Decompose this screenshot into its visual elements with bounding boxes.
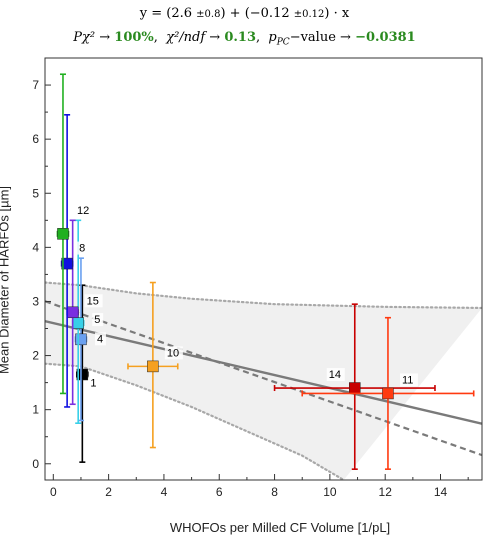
point-label-bg: [164, 346, 183, 360]
x-tick-label: 4: [161, 485, 168, 499]
point-marker: [349, 382, 361, 394]
point-label: 1: [90, 378, 96, 390]
confidence-band: [45, 282, 482, 480]
point-label: 5: [94, 314, 100, 326]
data-point-14: 14: [273, 303, 436, 470]
x-tick-label: 14: [434, 485, 448, 499]
x-tick-label: 10: [323, 485, 337, 499]
plot-frame: [44, 57, 483, 481]
data-point-8: 8: [60, 114, 89, 408]
y-tick-label: 4: [32, 240, 39, 254]
point-marker: [75, 333, 87, 346]
point-label-bg: [84, 294, 103, 308]
x-tick-label: 8: [271, 485, 278, 499]
x-tick-label: 2: [105, 485, 112, 499]
y-tick-label: 6: [32, 132, 39, 146]
alt-fit-line: [45, 300, 482, 457]
fit-line: [45, 319, 482, 425]
y-tick-label: 3: [32, 294, 39, 308]
point-marker: [57, 228, 69, 240]
x-axis-label: WHOFOs per Milled CF Volume [1/pL]: [169, 520, 391, 535]
point-label: 14: [329, 369, 341, 381]
p-pc-label: pPC: [268, 30, 290, 48]
y-tick-label: 2: [32, 349, 39, 363]
fit-statistics: Pχ² → 100%, χ²/ndf → 0.13, pPC−value → −…: [73, 30, 416, 48]
point-label-bg: [74, 203, 93, 217]
p-chi2-label: Pχ² →: [73, 30, 111, 45]
point-marker: [66, 306, 79, 319]
chi2-ndf-value: 0.13: [224, 30, 256, 45]
point-label: 15: [87, 295, 99, 307]
p-chi2-value: 100%: [114, 30, 154, 45]
y-tick-label: 5: [32, 186, 39, 200]
p-pc-suffix: −value →: [289, 30, 351, 45]
point-label-bg: [399, 373, 418, 387]
point-marker: [61, 257, 73, 270]
point-label-bg: [92, 313, 104, 327]
point-marker: [147, 360, 159, 373]
p-pc-value: −0.0381: [355, 30, 416, 45]
y-tick-label: 7: [32, 78, 39, 92]
point-label: 10: [167, 347, 179, 359]
point-label-bg: [77, 241, 89, 255]
fit-equation: y = (2.6 ±0.8) + (−0.12 ±0.12) · x: [139, 6, 350, 21]
data-point-11: 11: [301, 316, 475, 470]
y-axis-label: Mean Diameter of HARFOs [µm]: [0, 185, 12, 375]
data-point-12: 12: [56, 73, 93, 395]
data-point-10: 10: [127, 281, 183, 449]
point-label-bg: [94, 332, 106, 346]
point-label: 12: [77, 205, 89, 217]
y-tick-label: 0: [32, 457, 39, 471]
point-label: 4: [97, 333, 103, 345]
y-tick-label: 1: [32, 403, 39, 417]
point-marker: [72, 317, 84, 329]
point-label-bg: [326, 368, 345, 382]
x-tick-label: 6: [216, 485, 223, 499]
data-point-4: 4: [74, 257, 106, 422]
point-marker: [382, 387, 394, 400]
point-label: 8: [79, 243, 85, 255]
point-marker: [76, 368, 89, 381]
point-label-bg: [88, 376, 100, 390]
chi2-ndf-label: χ²/ndf →: [166, 30, 221, 45]
x-tick-label: 0: [50, 485, 57, 499]
x-tick-label: 12: [379, 485, 393, 499]
point-label: 11: [402, 374, 413, 386]
